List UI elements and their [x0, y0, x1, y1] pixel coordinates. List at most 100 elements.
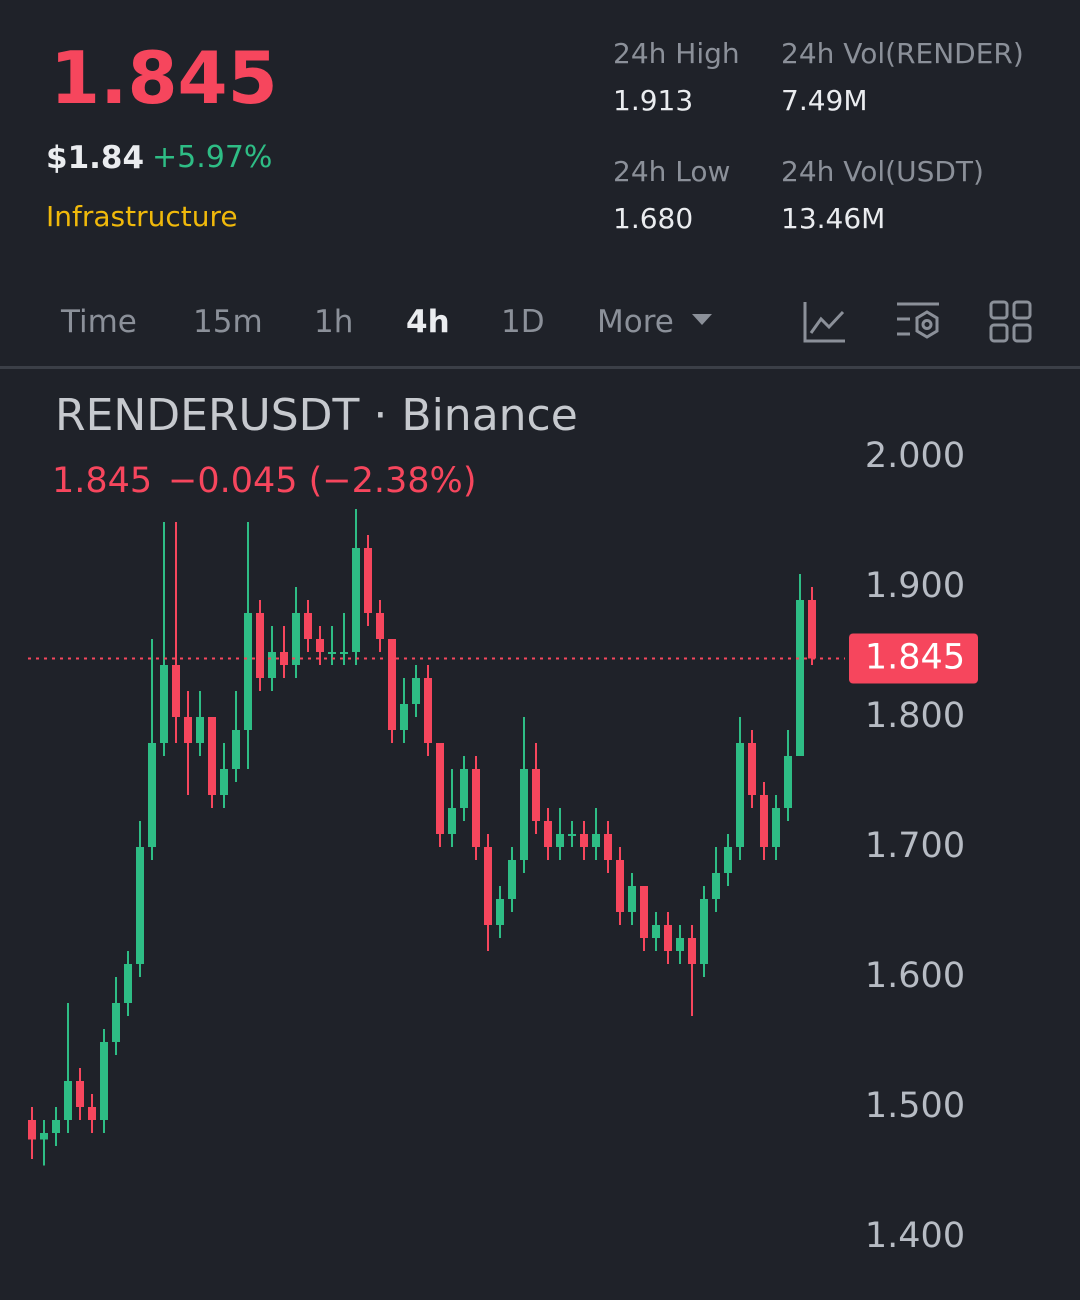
- candle-body: [580, 834, 588, 847]
- y-tick-label: 1.500: [865, 1086, 965, 1126]
- y-tick-label: 1.600: [865, 956, 965, 996]
- candle-body: [700, 899, 708, 964]
- candle-body: [640, 886, 648, 938]
- settings-icon[interactable]: [894, 299, 942, 345]
- candle-body: [544, 821, 552, 847]
- tab[interactable]: 1h: [314, 304, 354, 340]
- dropdown-arrow[interactable]: [690, 312, 714, 328]
- candle-body: [76, 1081, 84, 1107]
- candle-body: [460, 769, 468, 808]
- candle-body: [448, 808, 456, 834]
- candle-body: [388, 639, 396, 730]
- category-tag[interactable]: Infrastructure: [46, 200, 238, 233]
- stat-label: 24h High: [613, 37, 740, 70]
- candle-body: [688, 938, 696, 964]
- candle-body: [112, 1003, 120, 1042]
- stat-value: 1.913: [613, 84, 694, 117]
- candle-body: [676, 938, 684, 951]
- candle-body: [88, 1107, 96, 1120]
- candle-body: [400, 704, 408, 730]
- candle-body: [604, 834, 612, 860]
- candle-body: [724, 847, 732, 873]
- candle-body: [376, 613, 384, 639]
- candle-body: [568, 834, 576, 836]
- y-tick-label: 2.000: [865, 436, 965, 476]
- price-change: +5.97%: [152, 140, 273, 175]
- candle-body: [148, 743, 156, 847]
- candle-body: [592, 834, 600, 847]
- stat-label: 24h Vol(USDT): [781, 155, 984, 188]
- candle-body: [556, 834, 564, 847]
- candle-body: [664, 925, 672, 951]
- stat-label: 24h Vol(RENDER): [781, 37, 1024, 70]
- candle-body: [160, 665, 168, 743]
- candle-body: [760, 795, 768, 847]
- candle-body: [712, 873, 720, 899]
- candle-body: [472, 769, 480, 847]
- stat-value: 7.49M: [781, 84, 868, 117]
- divider: [0, 366, 1080, 369]
- candle-body: [304, 613, 312, 639]
- candle-body: [340, 652, 348, 654]
- candle-body: [184, 717, 192, 743]
- stat-label: 24h Low: [613, 155, 731, 188]
- candle-body: [808, 600, 816, 659]
- tab[interactable]: More: [597, 304, 674, 340]
- candle-body: [784, 756, 792, 808]
- layout-icon[interactable]: [988, 299, 1034, 345]
- tab[interactable]: 15m: [193, 304, 263, 340]
- candle-body: [520, 769, 528, 860]
- legend-price: 1.845: [52, 461, 152, 501]
- candle-body: [268, 652, 276, 678]
- stat-value: 13.46M: [781, 202, 886, 235]
- candle-body: [628, 886, 636, 912]
- candle-body: [208, 717, 216, 795]
- candle-body: [172, 665, 180, 717]
- candle-body: [196, 717, 204, 743]
- candle-body: [244, 613, 252, 730]
- candle-body: [772, 808, 780, 847]
- candle-body: [364, 548, 372, 613]
- candle-body: [124, 964, 132, 1003]
- candle-body: [52, 1120, 60, 1133]
- chart-title: RENDERUSDT · Binance: [55, 390, 578, 441]
- y-tick-label: 1.700: [865, 826, 965, 866]
- candle-body: [352, 548, 360, 652]
- tab-active[interactable]: 4h: [406, 304, 450, 340]
- candle-body: [484, 847, 492, 925]
- candle-body: [424, 678, 432, 743]
- candle-body: [412, 678, 420, 704]
- candle-body: [748, 743, 756, 795]
- last-price: 1.845: [50, 36, 278, 120]
- y-tick-label: 1.400: [865, 1216, 965, 1256]
- candle-body: [736, 743, 744, 847]
- tab[interactable]: Time: [61, 304, 137, 340]
- candle-body: [40, 1133, 48, 1140]
- indicator-icon[interactable]: [802, 299, 848, 345]
- y-tick-label: 1.800: [865, 696, 965, 736]
- candle-body: [616, 860, 624, 912]
- candle-body: [256, 613, 264, 678]
- tab[interactable]: 1D: [501, 304, 545, 340]
- y-tick-label: 1.900: [865, 566, 965, 606]
- candle-body: [652, 925, 660, 938]
- candle-body: [436, 743, 444, 834]
- candle-body: [64, 1081, 72, 1120]
- candle-body: [28, 1120, 36, 1140]
- candle-body: [220, 769, 228, 795]
- stat-value: 1.680: [613, 202, 694, 235]
- usd-price: $1.84: [46, 140, 145, 176]
- candle-body: [532, 769, 540, 821]
- candle-body: [508, 860, 516, 899]
- candle-body: [496, 899, 504, 925]
- candle-body: [136, 847, 144, 964]
- candle-body: [232, 730, 240, 769]
- candle-body: [328, 652, 336, 654]
- candle-body: [100, 1042, 108, 1120]
- candle-body: [796, 600, 804, 756]
- last-price-box: [849, 633, 978, 684]
- candle-body: [292, 613, 300, 665]
- legend-change: −0.045 (−2.38%): [168, 461, 476, 501]
